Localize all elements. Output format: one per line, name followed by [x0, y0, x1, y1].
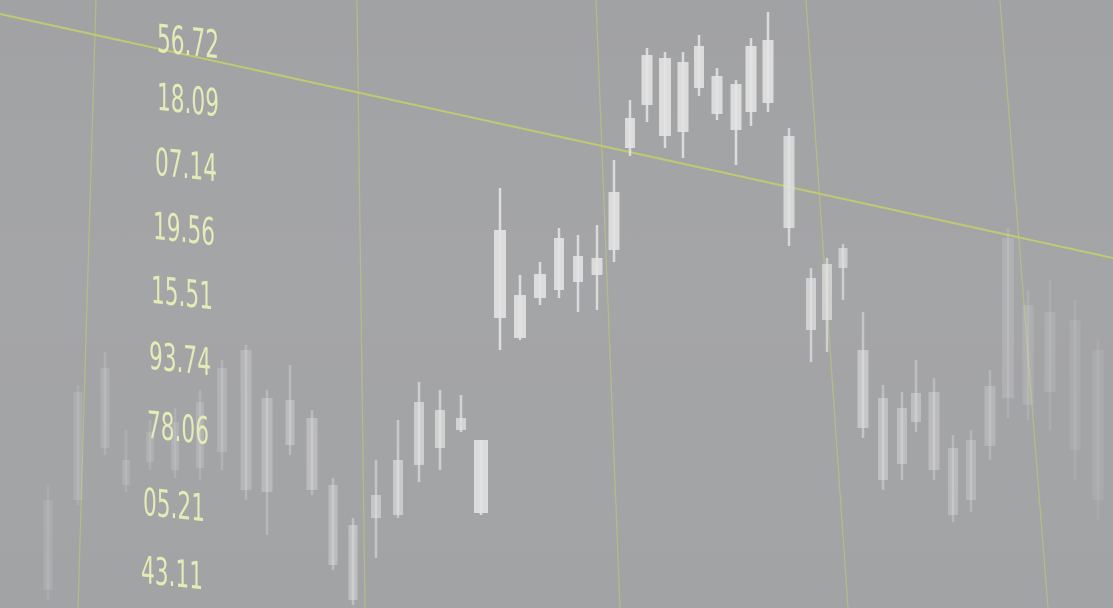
- candle-body: [494, 230, 506, 318]
- scale-label: 56.72: [157, 17, 219, 68]
- candle-body: [43, 500, 53, 590]
- candle-body: [641, 55, 653, 105]
- scale-label: 05.21: [143, 480, 205, 530]
- candle-body: [591, 258, 603, 275]
- candle-body: [948, 448, 958, 515]
- candle-body: [100, 368, 110, 448]
- candle-body: [261, 398, 273, 492]
- grid-line-horizontal: [0, 13, 1113, 259]
- candle-body: [659, 58, 671, 136]
- candle-body: [285, 400, 295, 445]
- candle-body: [1044, 312, 1056, 392]
- candle-body: [745, 46, 757, 112]
- candle-body: [240, 350, 252, 490]
- scale-label: 15.51: [151, 268, 213, 318]
- scale-label: 78.06: [147, 403, 209, 453]
- candle-body: [73, 392, 83, 500]
- candle-body: [608, 192, 620, 250]
- candle-body: [911, 393, 921, 422]
- candle-body: [371, 495, 381, 518]
- candle-body: [146, 432, 154, 462]
- candle-body: [1022, 305, 1034, 405]
- candle-body: [196, 402, 204, 468]
- scale-label: 43.11: [141, 548, 203, 598]
- grid-line-vertical: [999, 0, 1049, 608]
- candle-body: [393, 460, 403, 515]
- candle-body: [625, 118, 635, 148]
- candle-body: [534, 274, 546, 298]
- grid-line-vertical: [595, 0, 621, 608]
- scale-label: 93.74: [149, 334, 211, 384]
- candle-body: [573, 256, 583, 282]
- candle-body: [762, 40, 774, 103]
- candle-body: [857, 350, 869, 428]
- grid-line-vertical: [356, 0, 366, 608]
- candle-body: [474, 440, 488, 513]
- candle-body: [554, 238, 564, 290]
- candle-body: [677, 62, 689, 132]
- candle-body: [984, 386, 996, 446]
- candle-body: [456, 418, 466, 430]
- candle-body: [878, 398, 888, 480]
- candle-body: [897, 408, 907, 464]
- candle-body: [806, 278, 816, 330]
- grid-line-vertical: [77, 0, 97, 608]
- candle-body: [435, 410, 445, 448]
- candle-body: [514, 295, 526, 338]
- candle-body: [838, 248, 848, 268]
- candle-body: [414, 402, 424, 465]
- scale-label: 07.14: [155, 140, 217, 190]
- scale-label: 18.09: [157, 75, 219, 125]
- candle-body: [306, 418, 318, 490]
- scale-label: 19.56: [153, 204, 215, 254]
- candle-body: [348, 525, 358, 600]
- candle-body: [711, 76, 723, 114]
- candle-body: [1092, 350, 1104, 500]
- candle-body: [171, 422, 179, 470]
- candle-body: [1069, 320, 1081, 450]
- candle-body: [783, 136, 795, 228]
- candle-body: [966, 440, 976, 500]
- candle-body: [928, 392, 940, 470]
- candle-body: [694, 46, 704, 88]
- candle-body: [328, 485, 338, 565]
- candle-body: [1002, 238, 1014, 398]
- candle-body: [122, 460, 130, 485]
- candle-body: [217, 368, 227, 452]
- candle-body: [730, 84, 742, 130]
- candle-body: [822, 264, 832, 320]
